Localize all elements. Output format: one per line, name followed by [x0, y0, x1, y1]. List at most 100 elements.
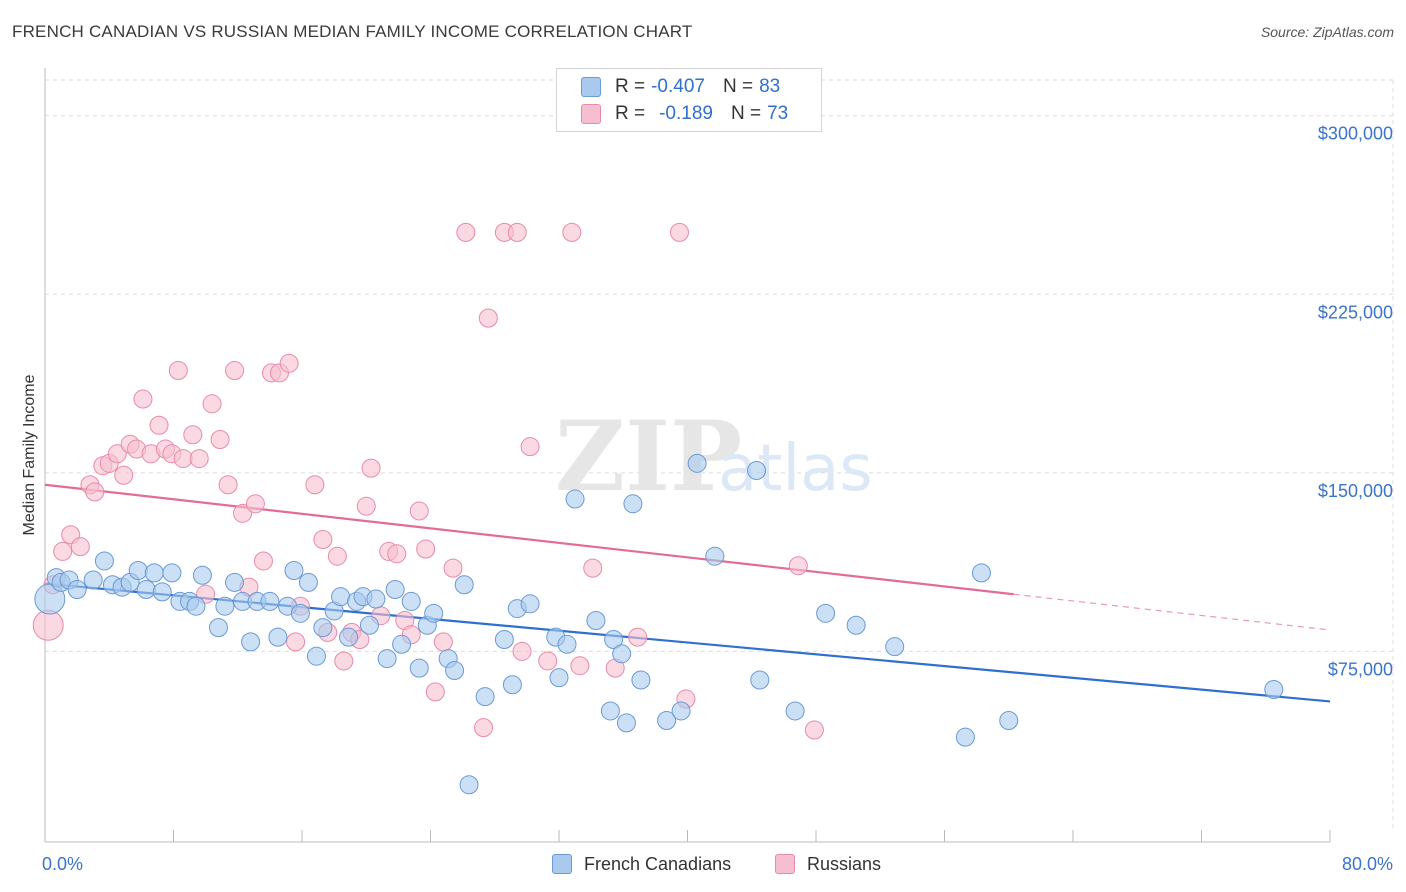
french-point	[623, 494, 643, 514]
french-point	[520, 594, 540, 614]
french-point	[631, 670, 651, 690]
russian-point	[788, 556, 808, 576]
bottom-russian-label: Russians	[807, 853, 882, 874]
french-point	[494, 630, 514, 650]
russian-point	[70, 537, 90, 557]
french-point	[401, 591, 421, 611]
french-point	[359, 615, 379, 635]
french-point	[565, 489, 585, 509]
russian-point	[361, 458, 381, 478]
french-point	[331, 587, 351, 607]
french-point	[502, 675, 522, 695]
french-r-label: R =	[615, 76, 646, 97]
russian-points	[32, 222, 824, 740]
y-tick-label: $150,000	[1318, 481, 1393, 501]
y-axis-label: Median Family Income	[21, 374, 38, 536]
russian-point	[114, 465, 134, 485]
x-tick-label-max: 80.0%	[1342, 854, 1393, 874]
french-point	[549, 668, 569, 688]
french-point	[671, 701, 691, 721]
russian-point	[628, 627, 648, 647]
russian-trend-dashed	[1013, 593, 1331, 631]
y-tick-label: $300,000	[1318, 124, 1393, 144]
french-point	[657, 710, 677, 730]
french-point	[215, 596, 235, 616]
french-point	[459, 775, 479, 795]
french-point	[83, 570, 103, 590]
russian-n-label: N =	[730, 103, 762, 124]
watermark-atlas: atlas	[718, 432, 873, 506]
russian-r-value: -0.189	[659, 103, 713, 124]
french-point	[409, 658, 429, 678]
russian-point	[253, 551, 273, 571]
russian-point	[218, 475, 238, 495]
french-point	[612, 644, 632, 664]
russian-point	[286, 632, 306, 652]
axes	[44, 68, 1331, 843]
bottom-russian-swatch	[775, 854, 795, 874]
tick-labels: $75,000 $150,000 $225,000 $300,000 0.0% 80.0%	[42, 124, 1393, 874]
russian-point	[512, 641, 532, 661]
russian-point	[804, 720, 824, 740]
russian-point	[433, 632, 453, 652]
french-point	[225, 572, 245, 592]
french-point	[136, 580, 156, 600]
russian-point	[233, 503, 253, 523]
russian-n-value: 73	[767, 103, 789, 124]
russian-point	[210, 430, 230, 450]
russian-point	[53, 541, 73, 561]
french-point	[816, 603, 836, 623]
watermark: ZIP atlas	[555, 400, 873, 513]
russian-point	[173, 449, 193, 469]
french-n-value: 83	[759, 76, 781, 97]
french-point	[705, 546, 725, 566]
french-point	[128, 560, 148, 580]
french-point	[557, 634, 577, 654]
french-r-value: -0.407	[651, 76, 705, 97]
french-point	[377, 649, 397, 669]
french-point	[846, 615, 866, 635]
russian-point	[443, 558, 463, 578]
chart-title: FRENCH CANADIAN VS RUSSIAN MEDIAN FAMILY…	[12, 22, 693, 41]
french-point	[67, 580, 87, 600]
french-point	[241, 632, 261, 652]
french-point	[955, 727, 975, 747]
french-point	[94, 551, 114, 571]
french-point	[999, 710, 1019, 730]
french-point	[445, 660, 465, 680]
french-point	[604, 630, 624, 650]
french-n-label: N =	[722, 76, 754, 97]
bottom-legend-russian: Russians	[775, 852, 881, 876]
russian-r-label: R =	[615, 103, 646, 124]
russian-point	[183, 425, 203, 445]
russian-point	[409, 501, 429, 521]
russian-point	[133, 389, 153, 409]
russian-point	[456, 222, 476, 242]
french-swatch	[581, 77, 601, 97]
french-point	[144, 563, 164, 583]
y-tick-label: $75,000	[1328, 659, 1393, 679]
russian-point	[356, 496, 376, 516]
source-label: Source: ZipAtlas.com	[1260, 24, 1394, 40]
russian-swatch	[581, 104, 601, 124]
legend-row-french: R = -0.407 N = 83	[581, 75, 780, 99]
russian-trend-solid	[44, 483, 1014, 596]
russian-point	[538, 651, 558, 671]
russian-point	[583, 558, 603, 578]
russian-point	[669, 222, 689, 242]
french-point	[392, 634, 412, 654]
correlation-legend: R = -0.407 N = 83 R = -0.189 N = 73	[556, 68, 822, 132]
french-point	[1264, 680, 1284, 700]
french-point	[306, 646, 326, 666]
bottom-french-label: French Canadians	[584, 853, 732, 874]
x-tick-label-min: 0.0%	[42, 854, 83, 874]
russian-point	[279, 353, 299, 373]
french-point	[192, 565, 212, 585]
russian-point	[168, 360, 188, 380]
french-points	[34, 453, 1284, 795]
bottom-french-swatch	[552, 854, 572, 874]
french-point	[385, 580, 405, 600]
russian-point	[425, 682, 445, 702]
russian-point	[334, 651, 354, 671]
russian-point	[85, 482, 105, 502]
